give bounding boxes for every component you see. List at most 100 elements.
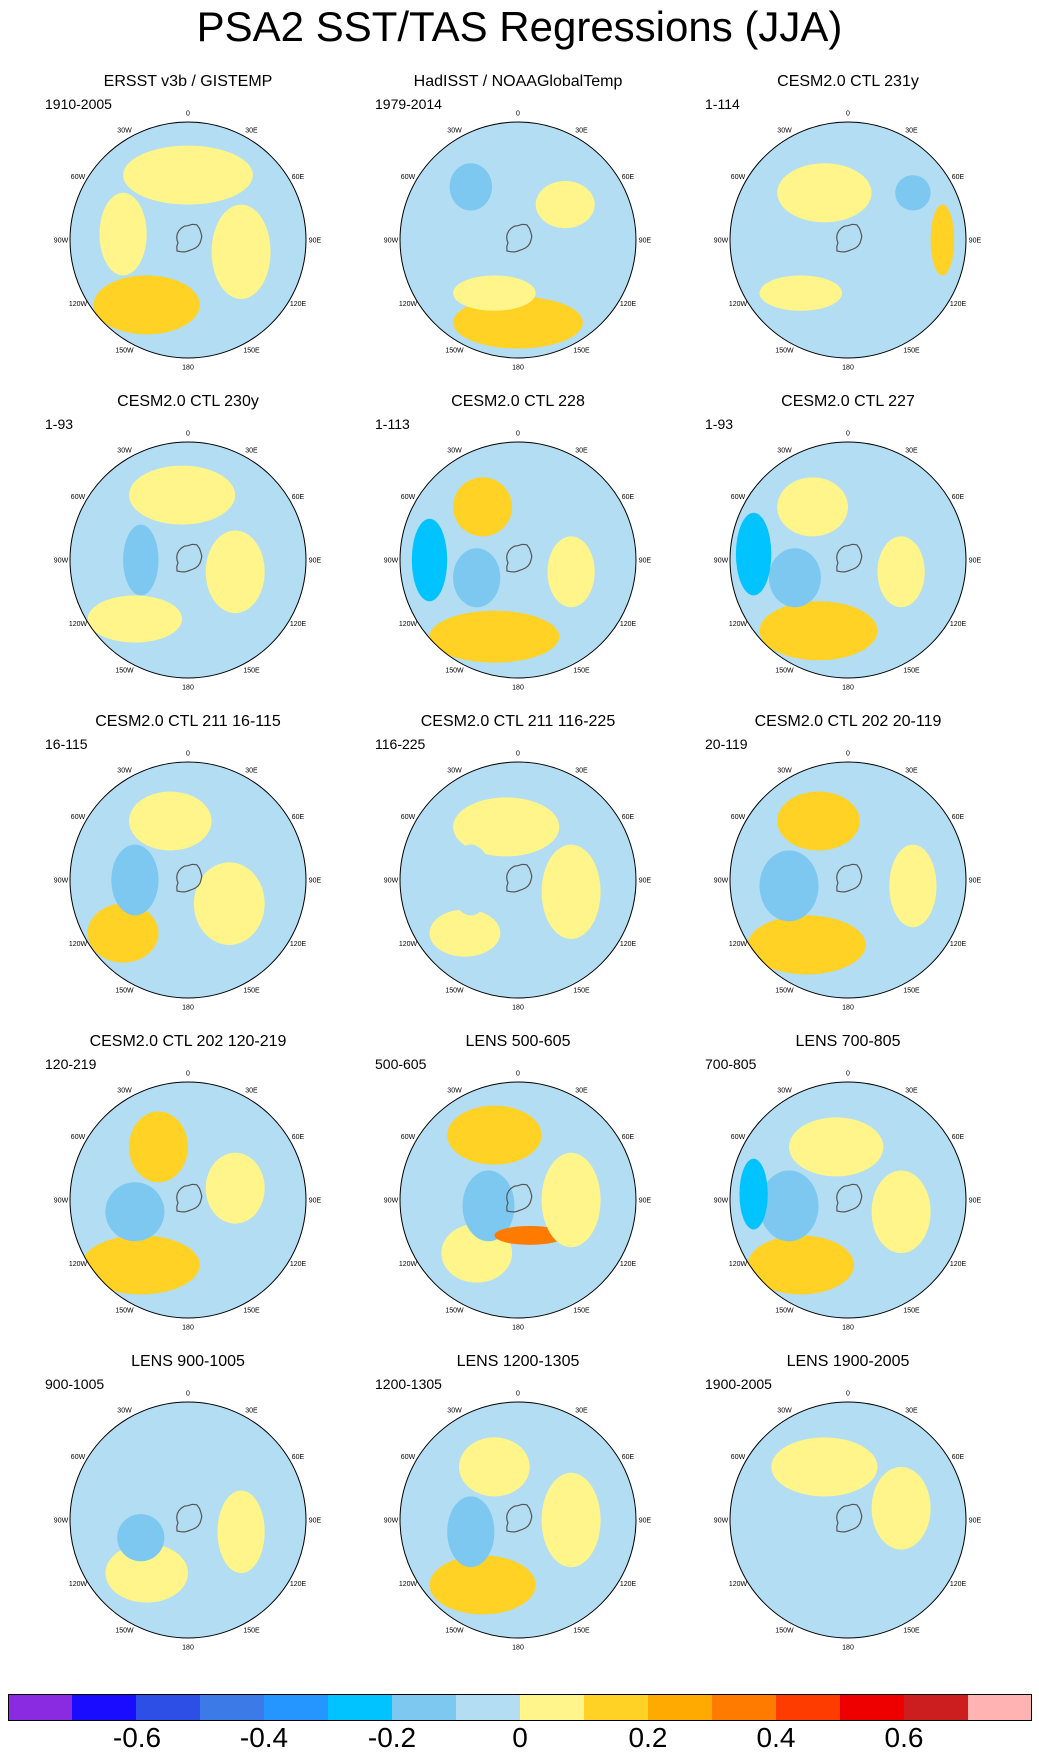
longitude-label: 30W — [447, 1408, 462, 1415]
polar-map: 0 30E 60E 90E 120E 150E 180 150W 120W 90W 60W 30W — [54, 1391, 322, 1652]
anomaly-region — [895, 175, 931, 211]
longitude-label: 90W — [384, 878, 399, 885]
panel-period: 1979-2014 — [375, 96, 442, 112]
colorbar-swatch — [712, 1694, 777, 1721]
longitude-label: 30W — [777, 448, 792, 455]
longitude-label: 120W — [399, 1261, 418, 1268]
anomaly-region — [777, 477, 848, 537]
map-border — [69, 1401, 307, 1639]
map-panel: CESM2.0 CTL 228 1-113 0 30E 60E 90E 120E 150E… — [363, 392, 673, 702]
anomaly-region — [735, 512, 772, 596]
panel-period: 700-805 — [705, 1056, 757, 1072]
colorbar-border — [8, 1694, 1032, 1721]
longitude-label: 30E — [245, 128, 258, 135]
longitude-label: 150W — [775, 668, 794, 675]
longitude-label: 120W — [69, 1581, 88, 1588]
longitude-label: 120E — [950, 1581, 967, 1588]
map-field — [400, 762, 636, 998]
longitude-label: 150E — [573, 668, 590, 675]
panel-period: 1-93 — [45, 416, 74, 432]
longitude-label: 90E — [309, 1198, 322, 1205]
longitude-label: 180 — [842, 1645, 854, 1652]
longitude-label: 120W — [69, 621, 88, 628]
longitude-label: 30W — [447, 1088, 462, 1095]
longitude-label: 60E — [952, 494, 965, 501]
longitude-label: 30W — [117, 128, 132, 135]
anomaly-region — [129, 791, 212, 851]
longitude-label: 60W — [401, 1134, 416, 1141]
antarctica-coastline — [176, 1503, 203, 1533]
longitude-label: 120W — [729, 1261, 748, 1268]
polar-map: 0 30E 60E 90E 120E 150E 180 150W 120W 90W 60W 30W — [714, 1391, 982, 1652]
anomaly-region — [459, 1437, 530, 1497]
longitude-label: 150W — [445, 988, 464, 995]
anomaly-region — [541, 844, 601, 939]
longitude-label: 120W — [69, 301, 88, 308]
longitude-label: 60W — [731, 814, 746, 821]
map-panel: LENS 700-805 700-805 0 30E 60E 90E 120E 150E 1… — [693, 1032, 1003, 1342]
panel-period: 16-115 — [45, 736, 88, 752]
map-field — [730, 762, 966, 998]
colorbar-label: 0.2 — [628, 1722, 668, 1753]
colorbar-label: 0.4 — [756, 1722, 796, 1753]
anomaly-region — [211, 204, 271, 299]
longitude-label: 30E — [245, 768, 258, 775]
map-panel: LENS 1900-2005 1900-2005 0 30E 60E 90E 120E 1… — [693, 1352, 1003, 1662]
longitude-label: 120E — [950, 621, 967, 628]
longitude-label: 120E — [290, 621, 307, 628]
map-field — [70, 1402, 306, 1638]
longitude-label: 90W — [384, 238, 399, 245]
map-field — [70, 1082, 306, 1318]
longitude-label: 180 — [182, 685, 194, 692]
anomaly-region — [429, 610, 560, 663]
longitude-label: 150E — [243, 1308, 260, 1315]
antarctica-coastline — [836, 543, 863, 573]
longitude-label: 180 — [512, 1005, 524, 1012]
longitude-label: 90W — [714, 238, 729, 245]
map-panel: CESM2.0 CTL 230y 1-93 0 30E 60E 90E 120E 150E… — [33, 392, 343, 702]
polar-map: 0 30E 60E 90E 120E 150E 180 150W 120W 90W 60W 30W — [384, 1391, 652, 1652]
polar-map: 0 30E 60E 90E 120E 150E 180 150W 120W 90W 60W 30W — [714, 1071, 982, 1332]
longitude-label: 90W — [714, 1198, 729, 1205]
map-border — [399, 441, 637, 679]
longitude-label: 90W — [54, 238, 69, 245]
polar-map: 0 30E 60E 90E 120E 150E 180 150W 120W 90W 60W 30W — [714, 111, 982, 372]
panel-title: CESM2.0 CTL 227 — [781, 393, 915, 410]
polar-map: 0 30E 60E 90E 120E 150E 180 150W 120W 90W 60W 30W — [54, 431, 322, 692]
polar-map: 0 30E 60E 90E 120E 150E 180 150W 120W 90W 60W 30W — [384, 1071, 652, 1332]
anomaly-region — [129, 1111, 188, 1183]
polar-map: 0 30E 60E 90E 120E 150E 180 150W 120W 90W 60W 30W — [384, 111, 652, 372]
panel-title: CESM2.0 CTL 230y — [117, 393, 259, 410]
longitude-label: 60E — [622, 814, 635, 821]
longitude-label: 180 — [842, 685, 854, 692]
ocean-field — [730, 122, 966, 358]
longitude-label: 150W — [775, 988, 794, 995]
anomaly-region — [105, 1543, 188, 1603]
map-panel: LENS 1200-1305 1200-1305 0 30E 60E 90E 120E 1… — [363, 1352, 673, 1662]
longitude-label: 120E — [290, 1261, 307, 1268]
longitude-label: 0 — [186, 1391, 190, 1398]
anomaly-region — [535, 181, 595, 229]
map-field — [730, 1082, 966, 1318]
colorbar — [8, 1694, 1032, 1721]
longitude-label: 150W — [115, 1308, 134, 1315]
panel-title: CESM2.0 CTL 202 20-119 — [754, 713, 942, 730]
anomaly-region — [105, 1182, 165, 1242]
longitude-label: 120W — [729, 941, 748, 948]
longitude-label: 180 — [842, 1325, 854, 1332]
longitude-label: 90W — [54, 1518, 69, 1525]
colorbar-swatch — [456, 1694, 521, 1721]
map-panel: CESM2.0 CTL 231y 1-114 0 30E 60E 90E 120E 150… — [693, 72, 1003, 382]
anomaly-region — [453, 548, 501, 608]
longitude-label: 60W — [731, 174, 746, 181]
anomaly-region — [777, 163, 872, 223]
colorbar-label: -0.2 — [367, 1722, 417, 1753]
longitude-label: 150E — [903, 1628, 920, 1635]
longitude-label: 150W — [445, 1628, 464, 1635]
antarctica-coastline — [176, 863, 203, 893]
anomaly-region — [429, 1555, 536, 1615]
longitude-label: 60W — [401, 814, 416, 821]
anomaly-region — [541, 1152, 601, 1248]
map-border — [69, 1081, 307, 1319]
panel-title: HadISST / NOAAGlobalTemp — [413, 73, 623, 90]
